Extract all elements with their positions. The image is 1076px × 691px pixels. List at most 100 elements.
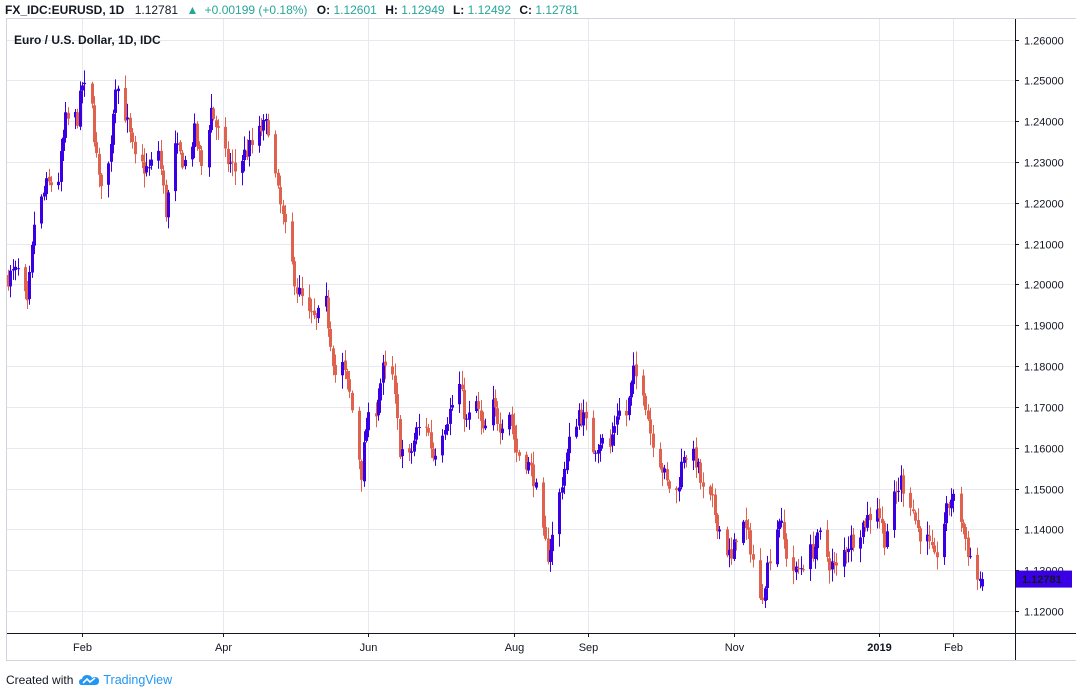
candle-body <box>714 494 717 516</box>
candle <box>107 161 110 198</box>
candle <box>702 472 705 499</box>
candle-body <box>843 549 846 567</box>
candle <box>215 115 218 141</box>
candle <box>628 395 631 421</box>
y-tick-label: 1.21000 <box>1024 240 1064 252</box>
candle <box>313 298 316 320</box>
candle-body <box>434 455 437 460</box>
candle <box>582 399 585 436</box>
candle <box>95 132 98 158</box>
candle <box>601 434 604 449</box>
candle-body <box>769 561 772 564</box>
candle-body <box>917 520 920 528</box>
candle-body <box>217 126 220 128</box>
candle <box>43 185 46 201</box>
candle <box>745 507 748 540</box>
candle <box>351 390 354 413</box>
candle-body <box>611 434 614 446</box>
candle <box>358 406 361 470</box>
candle-body <box>716 514 719 532</box>
candle <box>265 113 268 135</box>
candle-body <box>766 562 769 588</box>
candle <box>45 172 48 200</box>
candle-body <box>518 452 521 456</box>
candle <box>749 522 752 563</box>
candle-body <box>344 360 347 371</box>
candle-body <box>413 440 416 452</box>
candle <box>475 395 478 414</box>
candle-body <box>91 83 94 104</box>
candle <box>60 138 63 192</box>
candle <box>709 484 712 501</box>
candle <box>764 586 767 608</box>
candle-body <box>31 244 34 273</box>
axes <box>6 18 1076 661</box>
candle-body <box>112 113 115 145</box>
candle-body <box>969 556 972 558</box>
y-tick-label: 1.22000 <box>1024 199 1064 211</box>
candle <box>812 531 815 562</box>
candle <box>317 305 320 324</box>
candle-body <box>33 224 36 246</box>
candle <box>282 199 285 225</box>
candle-body <box>296 287 299 294</box>
candle <box>200 146 203 175</box>
candle <box>711 483 714 508</box>
candle <box>759 548 762 600</box>
candle <box>134 135 137 164</box>
x-tick-label: Feb <box>73 642 92 654</box>
candle <box>527 457 530 474</box>
candle <box>241 155 244 186</box>
candle <box>26 281 29 310</box>
candle <box>819 527 822 540</box>
candle <box>866 501 869 532</box>
candle-body <box>430 432 433 449</box>
candle <box>298 275 301 297</box>
candle <box>284 205 287 234</box>
tradingview-logo-link[interactable]: TradingView <box>78 673 172 687</box>
candle <box>334 354 337 383</box>
candle <box>518 449 521 461</box>
candle-body <box>124 88 127 121</box>
candle-body <box>93 105 96 143</box>
candle-body <box>893 491 896 531</box>
candle-body <box>167 192 170 218</box>
candle <box>291 212 294 265</box>
candle-body <box>515 438 518 453</box>
candle <box>843 537 846 578</box>
candle-body <box>575 426 578 437</box>
candle <box>876 497 879 529</box>
candle-body <box>196 123 199 147</box>
candle <box>325 282 328 312</box>
candle <box>969 547 972 559</box>
candle <box>547 527 550 565</box>
candle-body <box>176 143 179 145</box>
candle <box>348 370 351 399</box>
candle <box>685 455 688 468</box>
candle <box>394 363 397 404</box>
candle-body <box>377 399 380 416</box>
candle <box>752 544 755 568</box>
candle <box>126 103 129 133</box>
candle-body <box>883 523 886 548</box>
candle <box>251 127 254 154</box>
y-tick-label: 1.17000 <box>1024 403 1064 415</box>
candle <box>277 168 280 189</box>
chart-title: Euro / U.S. Dollar, 1D, IDC <box>14 33 161 47</box>
candle <box>530 453 533 477</box>
candle <box>962 519 965 535</box>
candle-body <box>663 468 666 473</box>
candle-body <box>964 527 967 539</box>
candle <box>451 395 454 411</box>
candle <box>227 141 230 172</box>
candle-body <box>191 146 194 160</box>
candle-body <box>480 410 483 421</box>
candle-body <box>936 552 939 558</box>
candle <box>100 173 103 199</box>
candle <box>208 125 211 177</box>
candle <box>310 298 313 324</box>
candle <box>33 211 36 255</box>
candle <box>785 533 788 567</box>
candle-body <box>833 561 836 563</box>
